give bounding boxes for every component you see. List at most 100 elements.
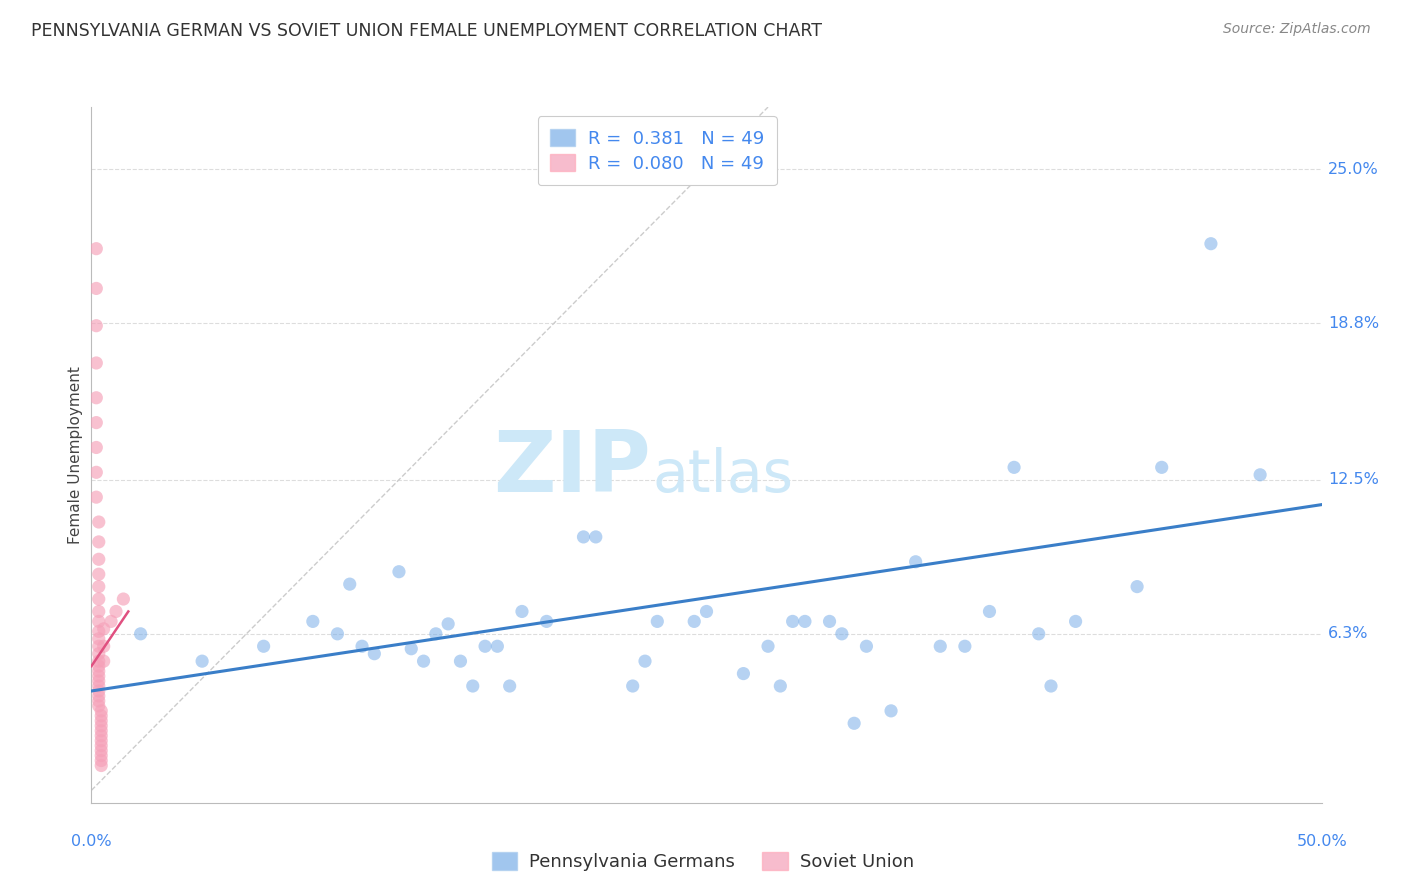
Point (449, 654, 471, 668)
Point (87, 659, 110, 673)
Text: 12.5%: 12.5% (1327, 472, 1379, 487)
Point (86, 281, 108, 295)
Y-axis label: Female Unemployment: Female Unemployment (67, 366, 83, 544)
Point (880, 704, 903, 718)
Point (87, 647, 110, 661)
Point (87, 624, 110, 639)
Point (388, 565, 411, 579)
Point (90, 754, 112, 768)
Point (87, 674, 110, 689)
Point (87, 515, 110, 529)
Point (87, 664, 110, 678)
Point (90, 704, 112, 718)
Point (842, 716, 865, 731)
Point (87, 534, 110, 549)
Point (645, 615, 669, 629)
Point (953, 639, 976, 653)
Point (793, 615, 815, 629)
Point (112, 592, 135, 607)
Point (90, 733, 112, 747)
Point (301, 615, 323, 629)
Point (1126, 580, 1149, 594)
Point (683, 615, 706, 629)
Point (86, 416, 108, 430)
Point (87, 694, 110, 708)
Point (86, 441, 108, 455)
Point (90, 708, 112, 723)
Text: 18.8%: 18.8% (1327, 316, 1379, 331)
Point (831, 627, 853, 641)
Point (90, 729, 112, 743)
Point (86, 391, 108, 405)
Point (1199, 236, 1222, 251)
Point (129, 627, 152, 641)
Text: 6.3%: 6.3% (1327, 626, 1368, 641)
Point (87, 669, 110, 683)
Point (352, 639, 374, 653)
Point (87, 689, 110, 703)
Point (326, 627, 349, 641)
Point (191, 654, 214, 668)
Point (695, 605, 717, 619)
Point (425, 627, 447, 641)
Point (87, 639, 110, 653)
Point (90, 714, 112, 728)
Point (339, 577, 361, 591)
Point (86, 490, 108, 504)
Point (855, 639, 877, 653)
Point (572, 530, 595, 544)
Point (498, 679, 520, 693)
Point (86, 356, 108, 370)
Text: Source: ZipAtlas.com: Source: ZipAtlas.com (1223, 22, 1371, 37)
Point (87, 679, 110, 693)
Point (1039, 679, 1063, 693)
Point (399, 641, 422, 656)
Point (90, 739, 112, 753)
Point (621, 679, 644, 693)
Point (253, 639, 276, 653)
Point (93, 622, 115, 636)
Point (87, 567, 110, 582)
Point (93, 639, 115, 653)
Point (86, 466, 108, 480)
Text: 0.0%: 0.0% (72, 834, 111, 849)
Point (87, 552, 110, 566)
Text: PENNSYLVANIA GERMAN VS SOVIET UNION FEMALE UNEMPLOYMENT CORRELATION CHART: PENNSYLVANIA GERMAN VS SOVIET UNION FEMA… (31, 22, 823, 40)
Point (634, 654, 657, 668)
Point (733, 666, 755, 681)
Point (90, 758, 112, 772)
Point (782, 615, 804, 629)
Point (90, 744, 112, 758)
Point (536, 615, 558, 629)
Point (363, 647, 385, 661)
Point (461, 679, 484, 693)
Point (90, 719, 112, 733)
Point (1028, 627, 1050, 641)
Point (1002, 460, 1025, 475)
Point (929, 639, 952, 653)
Text: 50.0%: 50.0% (1296, 834, 1347, 849)
Point (87, 580, 110, 594)
Point (585, 530, 607, 544)
Text: 25.0%: 25.0% (1327, 161, 1378, 177)
Point (474, 639, 496, 653)
Point (510, 605, 533, 619)
Point (87, 592, 110, 607)
Point (87, 698, 110, 713)
Point (87, 632, 110, 646)
Point (87, 615, 110, 629)
Point (904, 555, 927, 569)
Text: atlas: atlas (652, 447, 793, 504)
Point (90, 748, 112, 763)
Text: ZIP: ZIP (494, 427, 651, 510)
Point (87, 654, 110, 668)
Point (486, 639, 509, 653)
Point (437, 616, 460, 631)
Point (86, 318, 108, 333)
Point (86, 242, 108, 256)
Legend: R =  0.381   N = 49, R =  0.080   N = 49: R = 0.381 N = 49, R = 0.080 N = 49 (537, 116, 778, 186)
Point (818, 615, 841, 629)
Point (1249, 467, 1271, 482)
Point (105, 605, 127, 619)
Point (100, 615, 122, 629)
